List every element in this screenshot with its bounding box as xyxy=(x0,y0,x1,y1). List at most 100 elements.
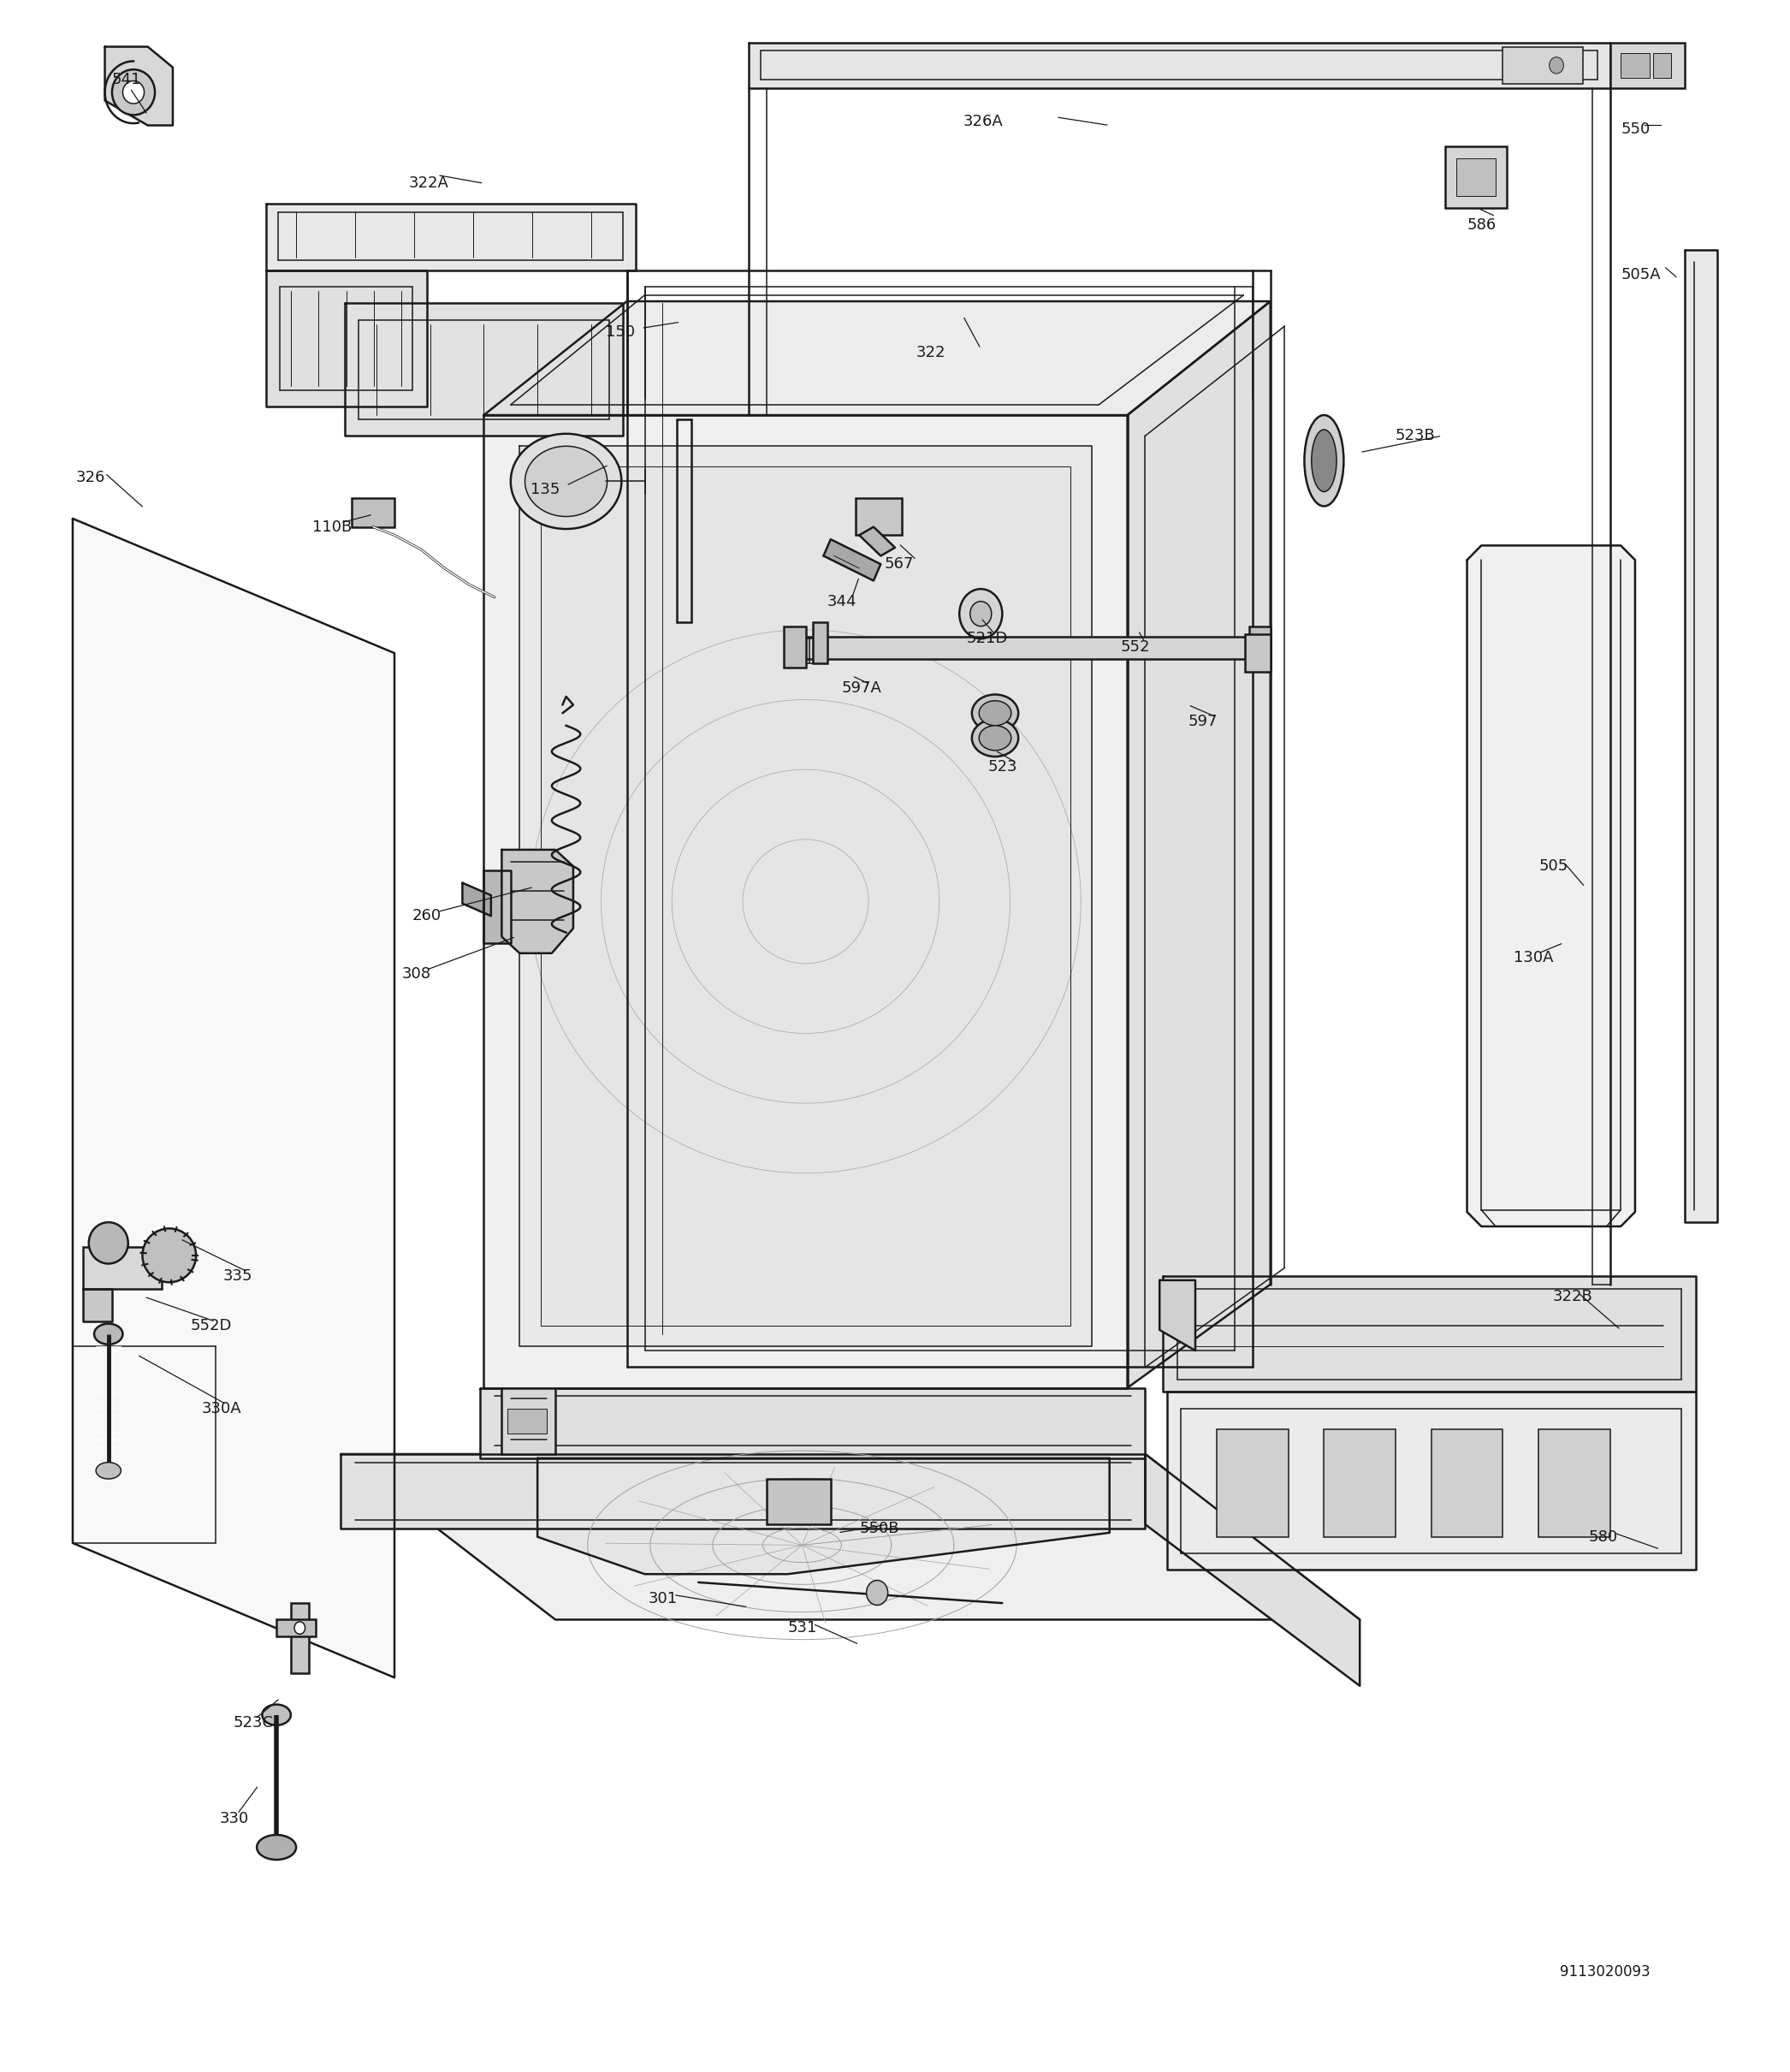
Polygon shape xyxy=(265,269,426,406)
Polygon shape xyxy=(265,203,635,269)
Ellipse shape xyxy=(1312,429,1337,491)
Bar xyxy=(1652,54,1670,79)
Text: 330A: 330A xyxy=(202,1401,242,1417)
Circle shape xyxy=(1550,58,1564,75)
Bar xyxy=(1249,626,1271,667)
Ellipse shape xyxy=(261,1705,290,1726)
Ellipse shape xyxy=(143,1229,197,1283)
Text: 110B: 110B xyxy=(311,520,353,535)
Text: 150: 150 xyxy=(605,325,635,340)
Polygon shape xyxy=(73,518,394,1678)
Polygon shape xyxy=(1468,545,1634,1227)
Bar xyxy=(1217,1430,1289,1537)
Polygon shape xyxy=(788,636,1253,659)
Bar xyxy=(1246,634,1271,671)
Ellipse shape xyxy=(979,700,1011,725)
Ellipse shape xyxy=(256,1836,295,1861)
Text: 322B: 322B xyxy=(1554,1289,1593,1305)
Text: 552: 552 xyxy=(1121,638,1149,655)
Bar xyxy=(1325,1430,1396,1537)
Ellipse shape xyxy=(97,1463,122,1479)
Polygon shape xyxy=(483,414,1128,1388)
Circle shape xyxy=(970,601,992,626)
Polygon shape xyxy=(823,539,881,580)
Polygon shape xyxy=(480,1388,1146,1459)
Text: 597A: 597A xyxy=(841,680,881,696)
Bar xyxy=(351,497,394,526)
Bar xyxy=(1539,1430,1609,1537)
Text: 521D: 521D xyxy=(967,632,1008,646)
Text: 260: 260 xyxy=(412,908,442,924)
Polygon shape xyxy=(1160,1280,1196,1351)
Text: 550: 550 xyxy=(1620,122,1650,137)
Text: 335: 335 xyxy=(222,1268,252,1285)
Polygon shape xyxy=(344,303,623,435)
Ellipse shape xyxy=(113,70,156,116)
Bar xyxy=(84,1247,163,1289)
Polygon shape xyxy=(519,445,1092,1347)
Bar xyxy=(1457,157,1496,195)
Bar xyxy=(1432,1430,1504,1537)
Polygon shape xyxy=(748,44,1609,89)
Text: 531: 531 xyxy=(788,1620,818,1635)
Text: 130A: 130A xyxy=(1514,949,1554,966)
Polygon shape xyxy=(537,1459,1110,1575)
Text: 597: 597 xyxy=(1189,713,1217,729)
Text: 552D: 552D xyxy=(192,1318,233,1334)
Polygon shape xyxy=(501,1388,555,1455)
Ellipse shape xyxy=(90,1222,129,1264)
Text: 322: 322 xyxy=(916,346,945,361)
Bar xyxy=(276,1620,315,1637)
Ellipse shape xyxy=(95,1324,124,1345)
Polygon shape xyxy=(1128,300,1271,1388)
Bar xyxy=(1446,145,1507,207)
Text: 523C: 523C xyxy=(233,1716,274,1730)
Ellipse shape xyxy=(510,433,621,528)
Polygon shape xyxy=(483,300,1271,414)
Bar xyxy=(813,622,827,663)
Text: 326: 326 xyxy=(77,470,106,485)
Text: 322A: 322A xyxy=(408,176,449,191)
Polygon shape xyxy=(462,883,490,916)
Polygon shape xyxy=(340,1455,1146,1529)
Text: 580: 580 xyxy=(1588,1529,1618,1544)
Ellipse shape xyxy=(972,694,1019,731)
Text: 330: 330 xyxy=(220,1811,249,1825)
Ellipse shape xyxy=(972,719,1019,756)
Ellipse shape xyxy=(979,725,1011,750)
Polygon shape xyxy=(859,526,895,555)
Circle shape xyxy=(959,588,1002,638)
Polygon shape xyxy=(541,466,1070,1326)
Text: 308: 308 xyxy=(401,966,431,982)
Bar xyxy=(507,1409,546,1434)
Text: 135: 135 xyxy=(530,483,560,497)
Bar xyxy=(766,1479,831,1525)
Text: 301: 301 xyxy=(648,1591,677,1606)
Polygon shape xyxy=(106,48,174,126)
Text: 505A: 505A xyxy=(1620,267,1661,282)
Text: 523: 523 xyxy=(988,758,1017,775)
Bar xyxy=(1620,54,1649,79)
Text: 541: 541 xyxy=(113,73,141,87)
Polygon shape xyxy=(483,870,510,943)
Bar xyxy=(290,1604,308,1674)
Bar xyxy=(1504,48,1582,85)
Ellipse shape xyxy=(1305,414,1344,506)
Text: 326A: 326A xyxy=(963,114,1002,128)
Ellipse shape xyxy=(524,445,607,516)
Circle shape xyxy=(294,1622,304,1635)
Text: 523B: 523B xyxy=(1396,429,1436,443)
Text: 586: 586 xyxy=(1468,218,1496,232)
Bar xyxy=(784,626,806,667)
Ellipse shape xyxy=(124,81,145,104)
Text: 567: 567 xyxy=(884,557,913,572)
Polygon shape xyxy=(1146,1455,1360,1687)
Polygon shape xyxy=(84,1289,113,1322)
Bar xyxy=(1609,44,1684,89)
Text: 505: 505 xyxy=(1539,858,1568,874)
Text: 344: 344 xyxy=(827,595,857,609)
Text: 550B: 550B xyxy=(859,1521,899,1535)
Polygon shape xyxy=(501,850,573,953)
Polygon shape xyxy=(340,1455,1360,1620)
Bar xyxy=(856,497,902,535)
